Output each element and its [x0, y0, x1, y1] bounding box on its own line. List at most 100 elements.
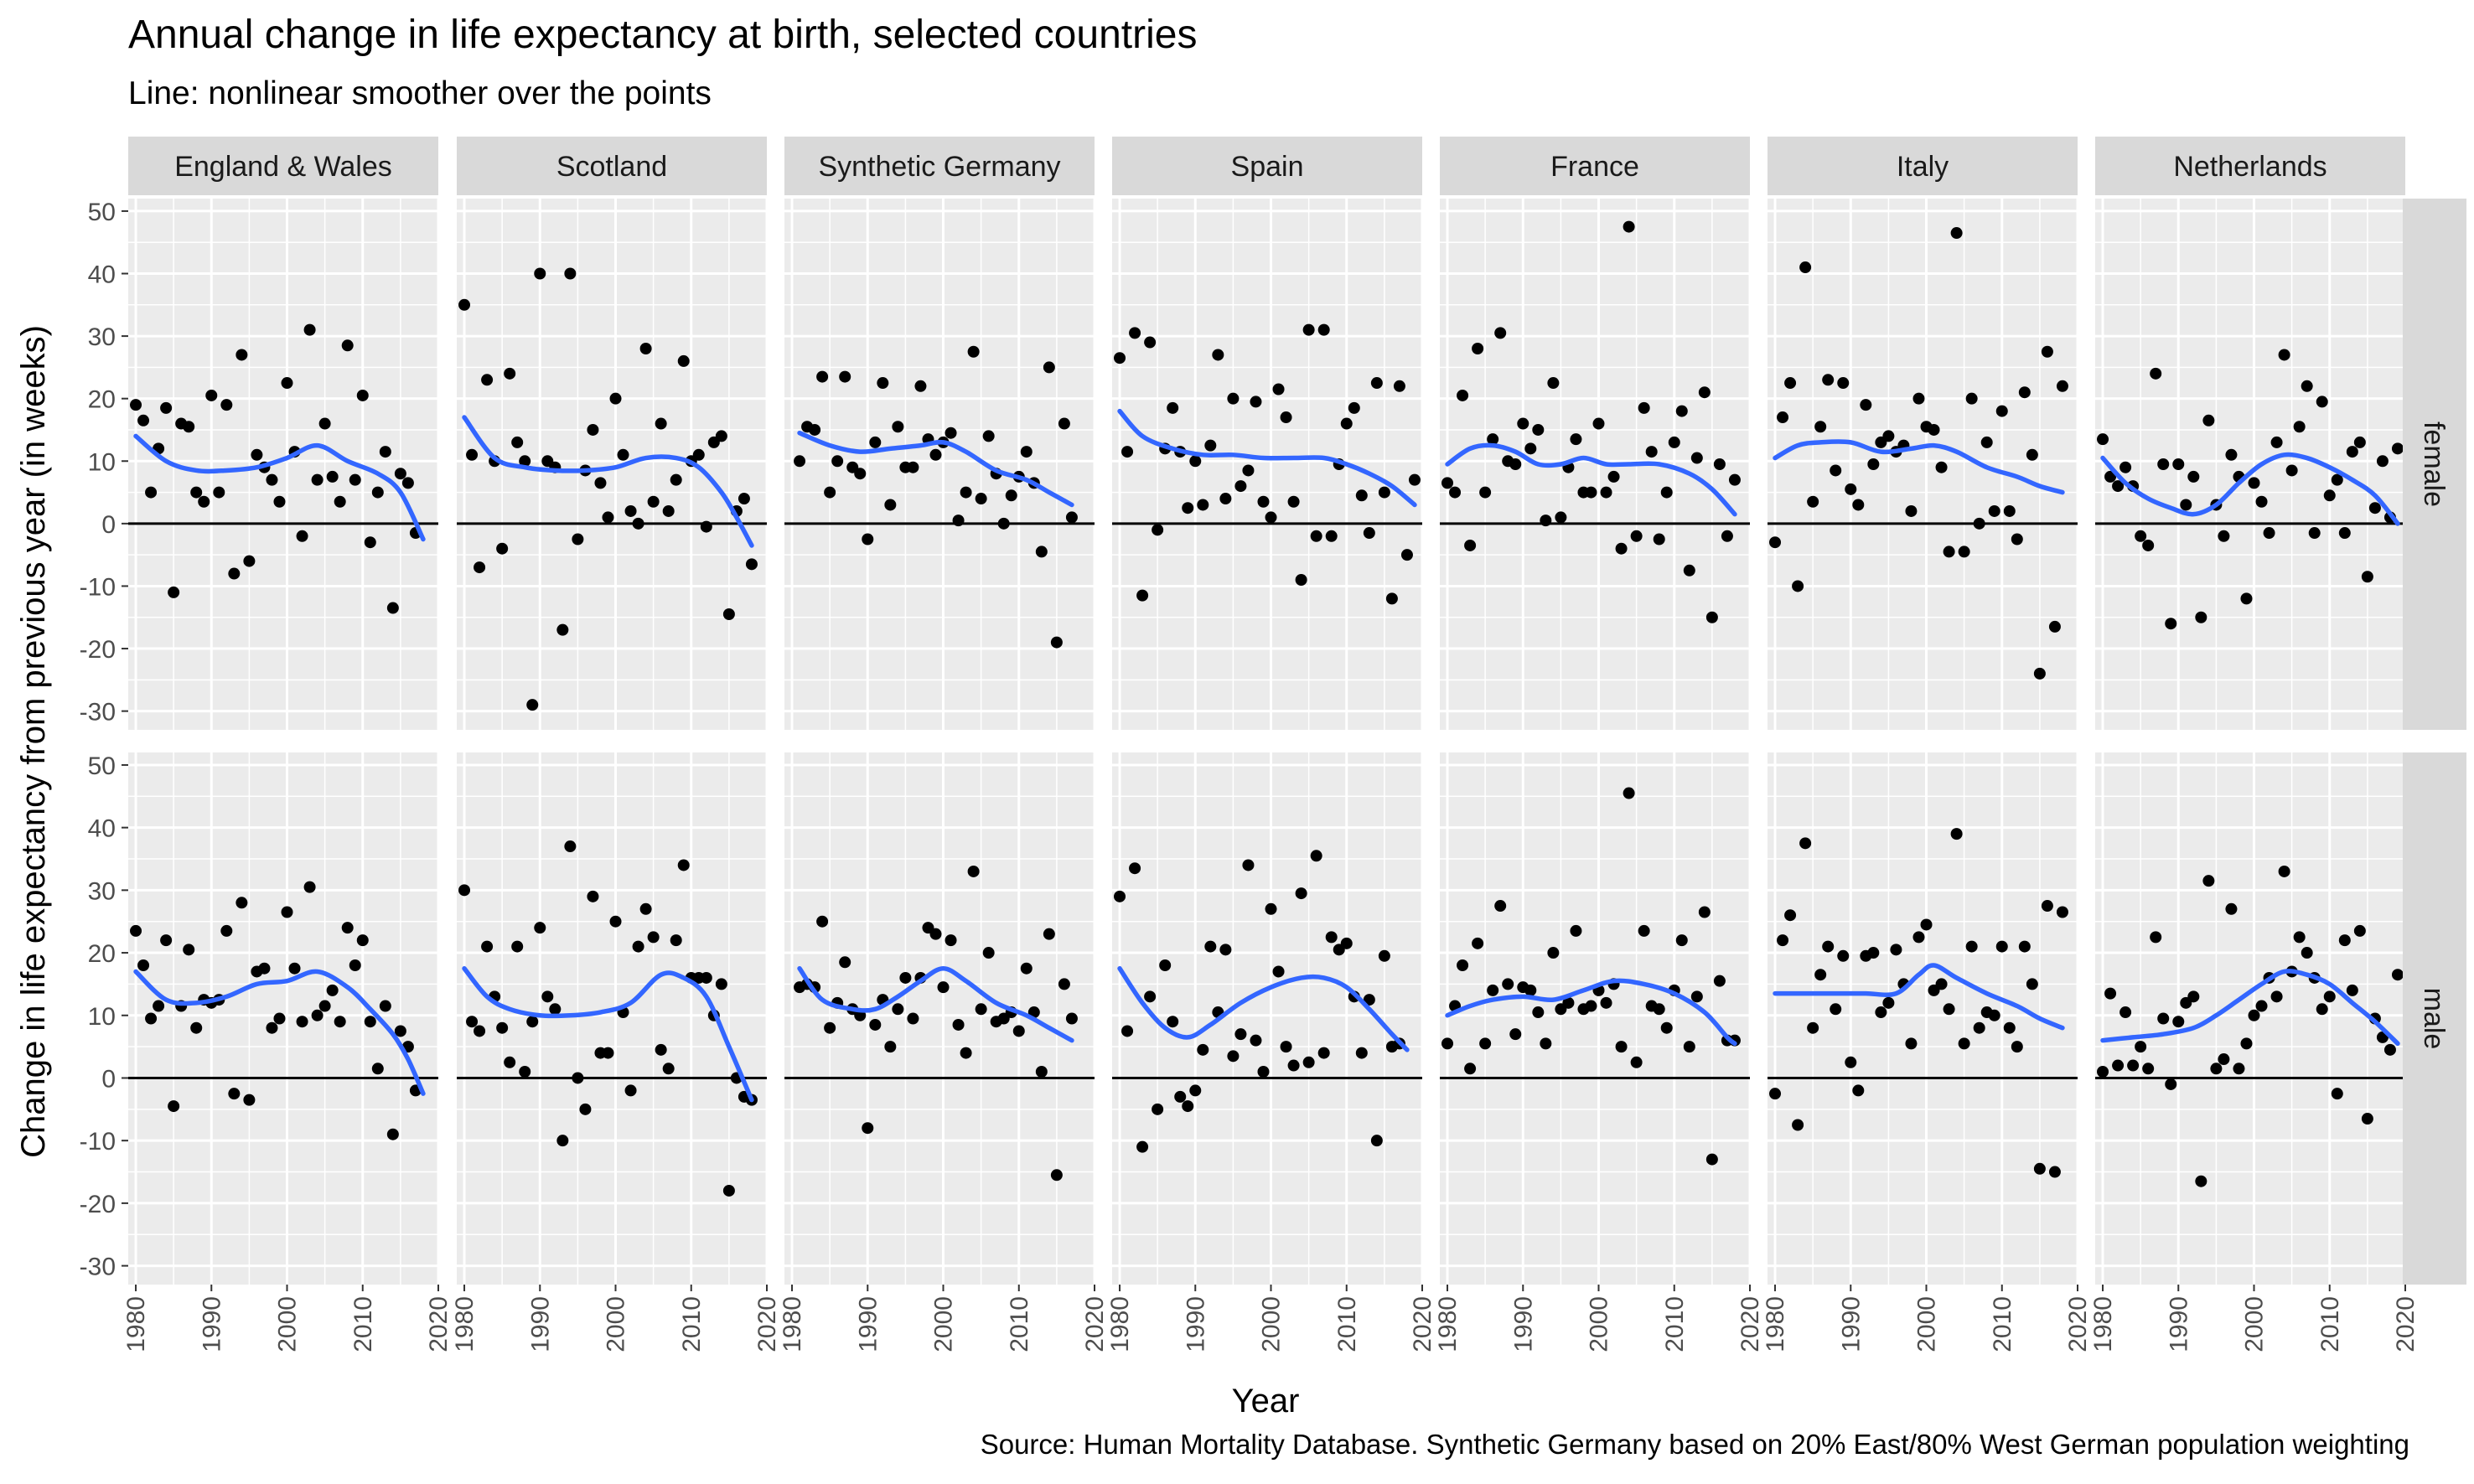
data-point — [1012, 1025, 1025, 1037]
data-point — [2187, 470, 2200, 483]
data-point — [190, 486, 203, 499]
facet-strip-scotland — [457, 137, 767, 195]
data-point — [1965, 392, 1978, 405]
y-tick-label: 40 — [88, 261, 116, 289]
data-point — [952, 1018, 965, 1031]
smooth-line — [133, 433, 426, 542]
panel-spain-male — [1112, 752, 1424, 1285]
data-point — [474, 561, 486, 574]
data-point — [2346, 984, 2358, 996]
data-point — [1517, 417, 1529, 430]
data-point — [334, 1016, 346, 1028]
data-point — [394, 1025, 406, 1037]
data-point — [1325, 530, 1338, 542]
data-point — [1875, 1006, 1887, 1019]
data-point — [1935, 461, 1948, 473]
x-tick-label: 2020 — [1736, 1296, 1764, 1352]
facet-strip-female — [2403, 199, 2466, 730]
data-point — [1852, 499, 1865, 511]
data-point — [1144, 990, 1157, 1003]
data-point — [1792, 1119, 1804, 1131]
data-point — [1830, 1003, 1842, 1016]
data-point — [854, 468, 867, 480]
data-point — [183, 944, 195, 956]
data-point — [273, 495, 286, 508]
data-point — [1174, 1090, 1187, 1103]
data-point — [1675, 405, 1688, 417]
data-point — [243, 555, 256, 567]
x-tick-label: 1980 — [1106, 1296, 1134, 1352]
y-tick-label: 50 — [88, 752, 116, 780]
data-point — [1479, 1037, 1492, 1050]
data-point — [975, 1003, 987, 1016]
data-point — [1457, 389, 1469, 401]
data-point — [288, 962, 301, 975]
data-point — [639, 343, 652, 355]
data-point — [1958, 1037, 1970, 1050]
data-point — [1769, 1088, 1782, 1100]
x-tick-label: 2010 — [678, 1296, 706, 1352]
y-tick-label: 40 — [88, 815, 116, 843]
x-tick-label: 1990 — [1509, 1296, 1537, 1352]
data-point — [1370, 377, 1383, 390]
data-point — [2301, 947, 2313, 959]
data-point — [2361, 571, 2373, 583]
x-tick-label: 2000 — [274, 1296, 302, 1352]
chart-caption: Source: Human Mortality Database. Synthe… — [980, 1429, 2409, 1460]
x-tick-label: 1990 — [854, 1296, 882, 1352]
data-point — [2285, 464, 2298, 477]
data-point — [1509, 1028, 1522, 1041]
data-point — [1363, 527, 1375, 540]
data-point — [564, 267, 577, 280]
data-point — [1890, 944, 1902, 956]
data-point — [1280, 411, 1292, 424]
chart-title: Annual change in life expectancy at birt… — [128, 13, 1198, 57]
data-point — [1630, 1056, 1643, 1068]
x-tick-label: 1990 — [2165, 1296, 2192, 1352]
data-point — [1623, 787, 1635, 799]
data-point — [1219, 493, 1232, 505]
data-point — [1257, 1066, 1270, 1078]
data-point — [364, 1016, 376, 1028]
panel-netherlands-female — [2095, 199, 2407, 730]
data-point — [1943, 546, 1955, 558]
data-point — [2270, 436, 2283, 448]
data-point — [1690, 990, 1703, 1003]
data-point — [602, 511, 614, 524]
data-point — [2026, 978, 2038, 990]
data-point — [1457, 959, 1469, 971]
data-point — [160, 934, 173, 947]
data-point — [975, 493, 987, 505]
data-point — [624, 1084, 637, 1097]
data-point — [1272, 383, 1285, 396]
data-point — [228, 567, 241, 580]
data-point — [1623, 220, 1635, 233]
data-point — [907, 461, 919, 473]
panel-italy-male — [1768, 752, 2079, 1285]
data-point — [2323, 990, 2336, 1003]
data-point — [1449, 486, 1462, 499]
data-point — [534, 922, 546, 934]
data-point — [2391, 969, 2404, 981]
smooth-line — [462, 965, 754, 1103]
data-point — [2218, 1053, 2230, 1066]
data-point — [700, 971, 712, 984]
data-point — [1822, 940, 1835, 953]
data-point — [715, 978, 727, 990]
panel-background — [457, 752, 767, 1285]
data-point — [1065, 511, 1078, 524]
data-point — [1777, 934, 1789, 947]
facet-strip-label: England & Wales — [174, 151, 392, 183]
smooth-line — [1445, 442, 1737, 517]
smooth-line — [133, 969, 426, 1096]
data-point — [2278, 349, 2290, 361]
data-point — [982, 947, 995, 959]
y-tick-label: 0 — [101, 1065, 116, 1093]
data-point — [839, 956, 851, 969]
y-tick-label: 50 — [88, 199, 116, 226]
data-point — [556, 1135, 569, 1147]
data-point — [2033, 667, 2046, 680]
panel-background — [1768, 199, 2078, 730]
data-point — [624, 504, 637, 517]
data-point — [1995, 405, 2008, 417]
